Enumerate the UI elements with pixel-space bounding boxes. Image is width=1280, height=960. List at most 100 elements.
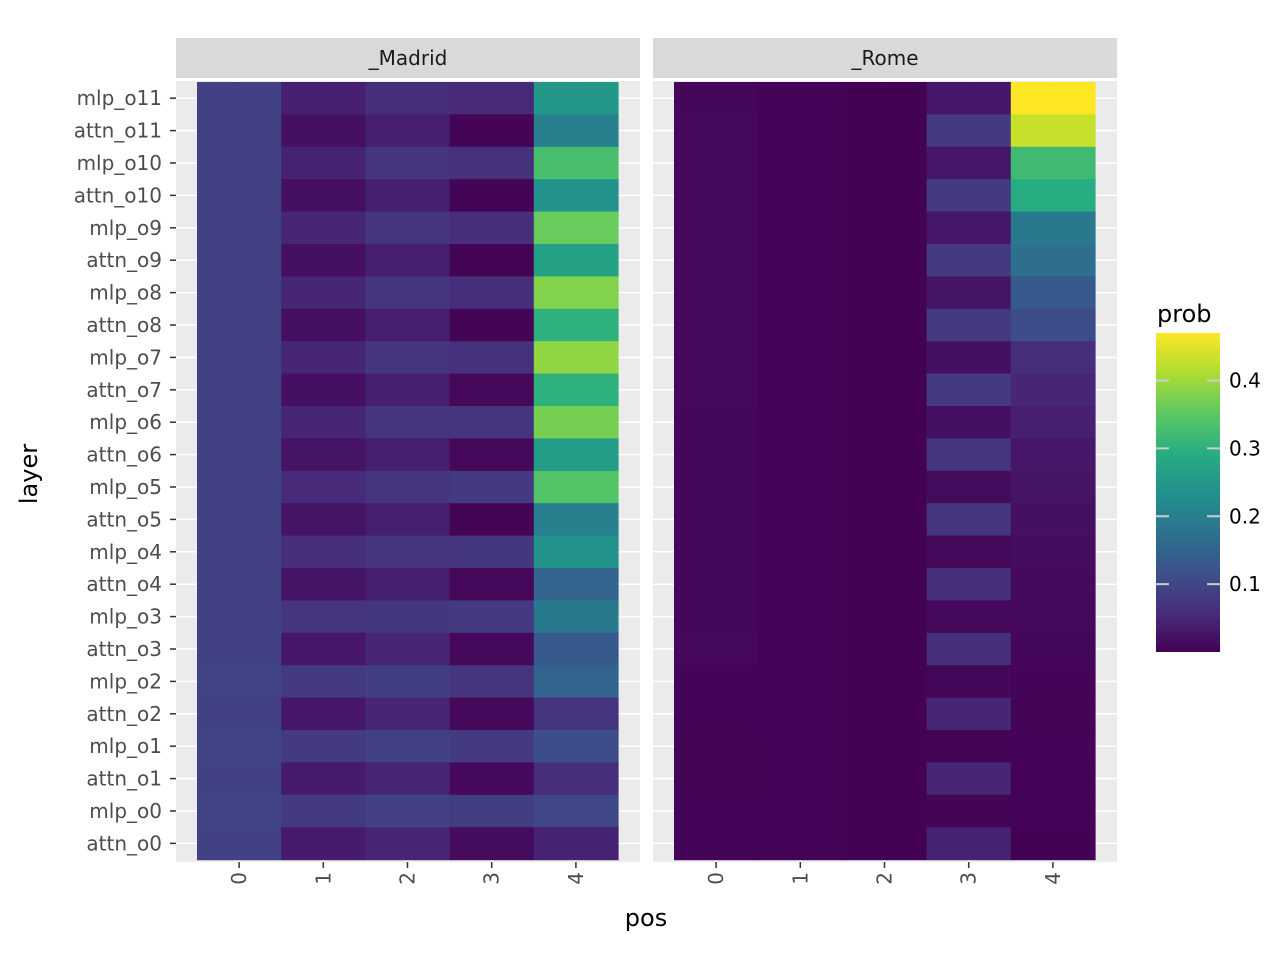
heatmap-cell <box>197 827 282 861</box>
legend-tick-label: 0.2 <box>1229 504 1261 528</box>
heatmap-cell <box>842 794 928 828</box>
heatmap-cell <box>1010 114 1096 148</box>
y-tick-label: attn_o6 <box>86 443 162 467</box>
y-tick-label: attn_o8 <box>86 313 162 337</box>
heatmap-cell <box>197 276 282 310</box>
heatmap-cell <box>449 82 535 115</box>
heatmap-cell <box>533 438 619 472</box>
x-tick-label: 1 <box>311 872 335 885</box>
heatmap-cell <box>674 211 759 245</box>
heatmap-cell <box>842 470 928 504</box>
x-tick-label: 4 <box>1041 872 1065 885</box>
y-tick-label: attn_o0 <box>86 831 162 855</box>
x-tick-label: 3 <box>957 872 981 885</box>
heatmap-cell <box>842 632 928 666</box>
heatmap-cell <box>533 470 619 504</box>
heatmap-cell <box>365 406 451 439</box>
heatmap-cell <box>842 535 928 569</box>
heatmap-cell <box>365 632 451 666</box>
heatmap-cell <box>533 244 619 277</box>
heatmap-cell <box>842 827 928 861</box>
heatmap-cell <box>197 665 282 699</box>
heatmap-cell <box>281 470 366 504</box>
heatmap-cell <box>449 665 535 699</box>
heatmap-cell <box>758 535 843 569</box>
heatmap-cell <box>533 406 619 439</box>
heatmap-cell <box>533 730 619 763</box>
heatmap-cell <box>674 276 759 310</box>
heatmap-cell <box>758 665 843 699</box>
heatmap-cell <box>926 762 1012 796</box>
heatmap-cell <box>449 179 535 213</box>
heatmap-cell <box>197 730 282 763</box>
heatmap-cell <box>281 503 366 537</box>
heatmap-cell <box>449 244 535 277</box>
heatmap-cell <box>1010 827 1096 861</box>
y-tick-label: attn_o11 <box>74 119 162 143</box>
heatmap-cell <box>926 114 1012 148</box>
heatmap-cell <box>1010 406 1096 439</box>
heatmap-cell <box>533 373 619 407</box>
heatmap-cell <box>365 438 451 472</box>
heatmap-cells-madrid <box>197 82 619 861</box>
heatmap-cell <box>197 503 282 537</box>
heatmap-cell <box>674 308 759 342</box>
heatmap-cell <box>197 762 282 796</box>
y-tick-label: mlp_o8 <box>89 281 162 305</box>
heatmap-cell <box>674 730 759 763</box>
heatmap-cell <box>758 114 843 148</box>
heatmap-cell <box>449 794 535 828</box>
strip-rome <box>653 38 1117 78</box>
y-tick-label: attn_o1 <box>86 767 162 791</box>
y-tick-label: mlp_o2 <box>89 669 162 693</box>
heatmap-cell <box>674 470 759 504</box>
heatmap-cell <box>926 244 1012 277</box>
heatmap-cell <box>842 373 928 407</box>
heatmap-cell <box>842 276 928 310</box>
heatmap-cell <box>674 373 759 407</box>
heatmap-cell <box>365 373 451 407</box>
heatmap-cell <box>758 794 843 828</box>
heatmap-cell <box>533 503 619 537</box>
heatmap-cell <box>842 600 928 634</box>
heatmap-cell <box>842 308 928 342</box>
legend-tick-label: 0.4 <box>1229 369 1261 393</box>
heatmap-cell <box>365 600 451 634</box>
y-tick-label: attn_o3 <box>86 637 162 661</box>
legend-tick-label: 0.1 <box>1229 572 1261 596</box>
heatmap-cell <box>674 438 759 472</box>
x-axis-madrid: 0 1 2 3 4 <box>227 862 588 885</box>
heatmap-cell <box>365 503 451 537</box>
heatmap-cell <box>1010 244 1096 277</box>
heatmap-cell <box>758 632 843 666</box>
heatmap-cell <box>197 568 282 601</box>
heatmap-cell <box>281 794 366 828</box>
heatmap-cell <box>758 211 843 245</box>
heatmap-cell <box>533 146 619 180</box>
heatmap-cell <box>281 276 366 310</box>
heatmap-cell <box>842 730 928 763</box>
heatmap-cell <box>365 308 451 342</box>
heatmap-cell <box>281 762 366 796</box>
heatmap-cell <box>533 762 619 796</box>
heatmap-cell <box>758 503 843 537</box>
heatmap-cell <box>365 568 451 601</box>
heatmap-cell <box>533 600 619 634</box>
heatmap-cell <box>674 146 759 180</box>
heatmap-cell <box>758 827 843 861</box>
heatmap-cell <box>533 665 619 699</box>
heatmap-cell <box>674 600 759 634</box>
heatmap-cell <box>365 665 451 699</box>
heatmap-cell <box>365 470 451 504</box>
x-axis-title: pos <box>625 904 667 932</box>
heatmap-cell <box>1010 438 1096 472</box>
heatmap-cell <box>281 697 366 731</box>
heatmap-cell <box>1010 470 1096 504</box>
heatmap-cell <box>281 600 366 634</box>
y-axis-title: layer <box>15 444 43 504</box>
heatmap-cell <box>365 179 451 213</box>
heatmap-cell <box>365 211 451 245</box>
heatmap-cell <box>449 470 535 504</box>
heatmap-cell <box>281 730 366 763</box>
